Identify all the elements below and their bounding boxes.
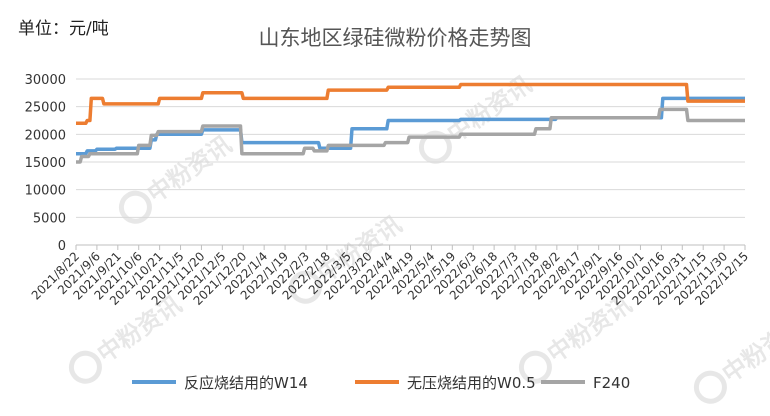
- y-tick-label: 25000: [25, 101, 66, 116]
- chart-title: 山东地区绿硅微粉价格走势图: [258, 26, 532, 50]
- y-tick-label: 10000: [25, 184, 66, 199]
- watermark-text: 中粉资讯: [717, 310, 770, 388]
- y-tick-label: 20000: [25, 128, 66, 143]
- y-tick-label: 0: [58, 239, 66, 254]
- watermark-logo: [118, 190, 152, 224]
- unit-label: 单位：元/吨: [18, 19, 109, 39]
- watermark: 中粉资讯: [68, 290, 187, 384]
- legend-label: F240: [593, 374, 630, 392]
- watermark-text: 中粉资讯: [142, 130, 237, 208]
- watermark-logo: [693, 370, 727, 404]
- legend-label: 无压烧结用的W0.5: [407, 374, 536, 392]
- legend-label: 反应烧结用的W14: [184, 374, 308, 392]
- y-tick-label: 30000: [25, 73, 66, 88]
- watermark: 中粉资讯: [118, 130, 237, 224]
- series-line: [76, 82, 745, 126]
- series-line: [76, 107, 745, 164]
- watermark-logo: [288, 270, 322, 304]
- watermark-text: 中粉资讯: [92, 290, 187, 368]
- y-tick-label: 15000: [25, 156, 66, 171]
- watermark-logo: [68, 350, 102, 384]
- watermark: 中粉资讯: [693, 310, 770, 404]
- watermark-logo: [518, 350, 552, 384]
- y-tick-label: 5000: [33, 211, 66, 226]
